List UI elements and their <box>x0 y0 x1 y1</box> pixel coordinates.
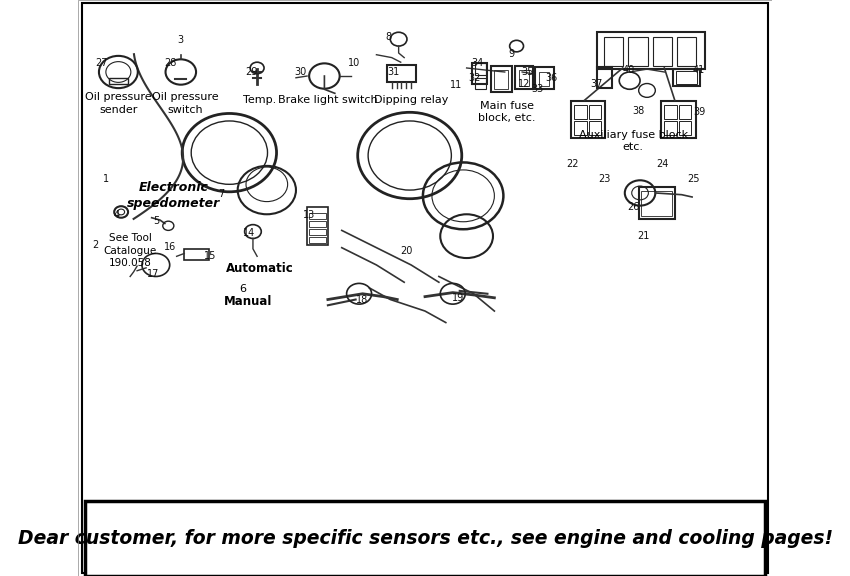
Bar <box>515 66 533 89</box>
Text: 34: 34 <box>471 58 483 69</box>
Bar <box>495 70 508 89</box>
Text: Automatic: Automatic <box>226 262 294 275</box>
Bar <box>309 213 326 219</box>
Bar <box>309 237 326 243</box>
Text: 18: 18 <box>356 295 369 305</box>
Bar <box>679 105 691 119</box>
Text: 5: 5 <box>153 215 160 226</box>
Text: 3: 3 <box>178 35 184 46</box>
Bar <box>661 101 695 138</box>
Text: 31: 31 <box>388 67 400 77</box>
Text: 19: 19 <box>452 293 464 303</box>
Text: 28: 28 <box>164 58 177 69</box>
Bar <box>309 229 326 235</box>
Text: 36: 36 <box>545 73 558 83</box>
Text: 14: 14 <box>243 228 256 238</box>
Bar <box>570 101 605 138</box>
Text: 10: 10 <box>348 58 360 69</box>
Text: 35: 35 <box>522 67 534 77</box>
Text: 6: 6 <box>240 284 246 294</box>
Bar <box>653 37 672 66</box>
Text: 27: 27 <box>94 58 107 69</box>
Text: 4: 4 <box>113 210 119 220</box>
Bar <box>473 63 487 84</box>
Bar <box>475 78 486 89</box>
Bar <box>309 221 326 227</box>
Bar <box>574 121 586 135</box>
Text: Auxiliary fuse block
etc.: Auxiliary fuse block etc. <box>579 130 688 152</box>
Text: Electronic
speedometer: Electronic speedometer <box>128 181 220 210</box>
Bar <box>475 63 486 75</box>
Bar <box>628 37 648 66</box>
Bar <box>589 105 601 119</box>
Bar <box>85 501 765 576</box>
Text: 15: 15 <box>204 251 216 262</box>
Text: 41: 41 <box>693 65 706 75</box>
Bar <box>679 121 691 135</box>
Bar <box>604 37 623 66</box>
Bar <box>597 67 612 88</box>
Text: 17: 17 <box>147 268 159 279</box>
Bar <box>677 37 696 66</box>
Text: 26: 26 <box>627 202 639 213</box>
Text: 40: 40 <box>622 65 634 75</box>
Text: 9: 9 <box>508 48 515 59</box>
Bar <box>589 121 601 135</box>
Text: Dipping relay: Dipping relay <box>374 95 448 105</box>
Bar <box>109 78 128 84</box>
Text: 20: 20 <box>400 245 412 256</box>
Text: 11: 11 <box>450 79 462 90</box>
Bar <box>78 0 772 507</box>
Text: 37: 37 <box>590 78 603 89</box>
Bar <box>387 65 416 82</box>
Text: 8: 8 <box>386 32 392 43</box>
Text: 16: 16 <box>164 241 177 252</box>
Bar <box>673 69 700 86</box>
Text: 22: 22 <box>566 159 578 169</box>
Text: 25: 25 <box>688 173 700 184</box>
Bar <box>574 105 586 119</box>
Text: 24: 24 <box>656 159 668 169</box>
Bar <box>665 105 677 119</box>
Text: Main fuse
block, etc.: Main fuse block, etc. <box>478 101 536 123</box>
Text: 30: 30 <box>294 67 306 77</box>
Text: 32: 32 <box>468 73 481 83</box>
Text: Oil pressure
sender: Oil pressure sender <box>85 92 151 115</box>
Text: 7: 7 <box>218 189 225 199</box>
Text: 13: 13 <box>303 210 315 220</box>
Text: 12: 12 <box>518 78 530 89</box>
Bar <box>597 32 705 69</box>
Text: 33: 33 <box>531 84 543 94</box>
Bar <box>184 249 208 260</box>
Bar <box>535 67 554 89</box>
Text: 38: 38 <box>632 105 645 116</box>
Text: Dear customer, for more specific sensors etc., see engine and cooling pages!: Dear customer, for more specific sensors… <box>18 529 832 548</box>
Bar <box>676 71 697 84</box>
Text: See Tool
Catalogue
190.058: See Tool Catalogue 190.058 <box>104 233 156 268</box>
Text: Manual: Manual <box>224 295 272 309</box>
Bar <box>642 191 672 216</box>
Text: 39: 39 <box>693 107 706 118</box>
Text: 1: 1 <box>103 173 109 184</box>
Text: 2: 2 <box>93 240 99 250</box>
Text: 29: 29 <box>246 67 258 77</box>
Bar <box>307 207 328 245</box>
Text: 21: 21 <box>638 231 649 241</box>
Bar <box>665 121 677 135</box>
Bar <box>491 66 512 92</box>
Text: 23: 23 <box>598 173 611 184</box>
Text: Temp.: Temp. <box>243 95 276 105</box>
Bar <box>518 70 529 86</box>
Bar <box>540 72 549 86</box>
Bar <box>638 187 675 219</box>
Text: Brake light switch: Brake light switch <box>278 95 377 105</box>
Text: Oil pressure
switch: Oil pressure switch <box>152 92 219 115</box>
